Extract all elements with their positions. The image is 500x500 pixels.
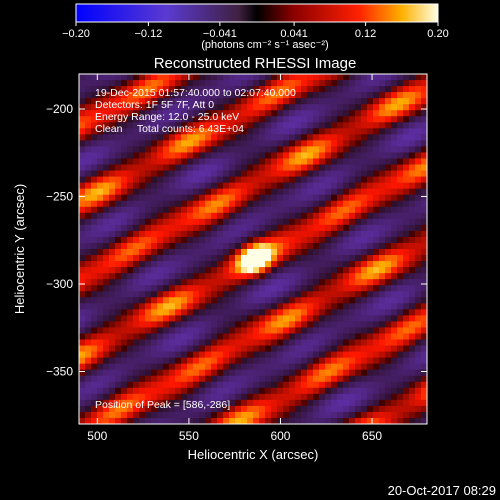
- colorbar-ticks: −0.20 −0.12 −0.041 0.041 0.12 0.20: [62, 22, 449, 40]
- y-tick-label: −200: [46, 102, 73, 116]
- colorbar-unit-label: (photons cm⁻² s⁻¹ asec⁻²): [201, 39, 328, 51]
- y-tick-label: −350: [46, 365, 73, 379]
- y-tick-label: −250: [46, 190, 73, 204]
- annotation-energy-range: Energy Range: 12.0 - 25.0 keV: [95, 111, 239, 123]
- colorbar-tick-label: −0.20: [62, 28, 90, 40]
- plot-frame: [78, 73, 428, 425]
- annotation-time-range: 19-Dec-2015 01:57:40.000 to 02:07:40.000: [95, 87, 296, 99]
- y-axis-ticks: −200 −250 −300 −350: [46, 102, 427, 379]
- colorbar: [75, 3, 439, 23]
- chart-title: Reconstructed RHESSI Image: [154, 55, 357, 72]
- y-axis-label: Heliocentric Y (arcsec): [12, 184, 27, 314]
- colorbar-tick-label: 0.20: [427, 28, 448, 40]
- x-tick-label: 500: [87, 429, 107, 443]
- colorbar-tick-label: 0.12: [355, 28, 376, 40]
- annotation-clean-counts: Clean Total counts: 6.43E+04: [95, 123, 244, 135]
- colorbar-tick-label: −0.12: [134, 28, 162, 40]
- footer-timestamp: 20-Oct-2017 08:29: [388, 483, 496, 498]
- x-axis-ticks: 500 550 600 650: [87, 74, 382, 443]
- annotation-detectors: Detectors: 1F 5F 7F, Att 0: [95, 99, 214, 111]
- colorbar-tick-label: −0.041: [203, 28, 237, 40]
- x-axis-label: Heliocentric X (arcsec): [188, 447, 319, 462]
- y-tick-label: −300: [46, 277, 73, 291]
- colorbar-tick-label: 0.041: [280, 28, 308, 40]
- x-tick-label: 600: [270, 429, 290, 443]
- peak-position-label: Position of Peak = [586,-286]: [95, 399, 230, 411]
- heatmap: [79, 74, 428, 425]
- x-tick-label: 550: [179, 429, 199, 443]
- x-tick-label: 650: [362, 429, 382, 443]
